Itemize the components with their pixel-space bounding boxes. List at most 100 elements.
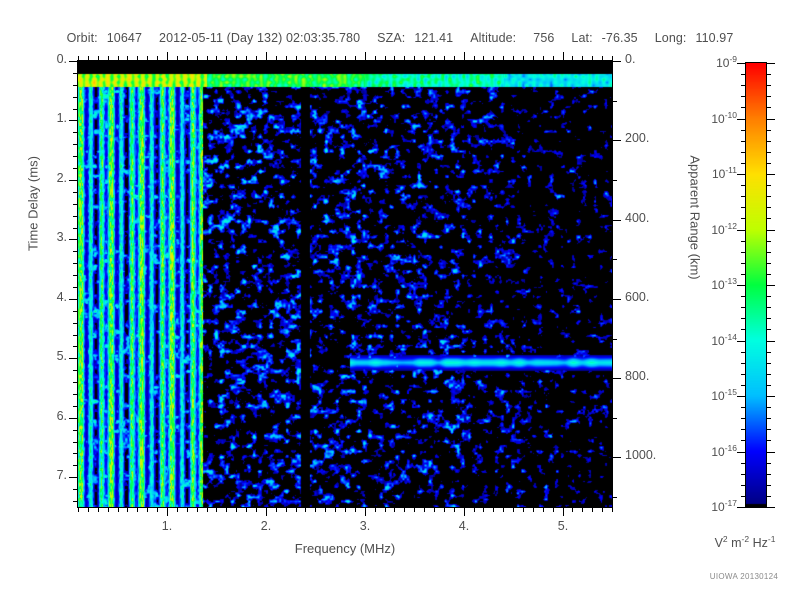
axis-tick xyxy=(73,501,78,502)
axis-tick xyxy=(73,335,78,336)
colorbar-tick xyxy=(737,174,746,175)
axis-tick xyxy=(127,56,128,61)
colorbar-tick xyxy=(741,463,746,464)
axis-tick xyxy=(73,394,78,395)
colorbar-tick xyxy=(766,496,771,497)
axis-tick xyxy=(296,507,297,512)
colorbar-tick xyxy=(766,174,775,175)
axis-tick xyxy=(157,507,158,512)
axis-tick xyxy=(73,346,78,347)
colorbar-tick xyxy=(766,474,771,475)
axis-tick-label: 5. xyxy=(56,349,67,363)
axis-tick xyxy=(612,259,617,260)
colorbar-tick xyxy=(741,352,746,353)
axis-tick xyxy=(73,192,78,193)
axis-tick-label: 3. xyxy=(359,519,371,533)
axis-tick xyxy=(118,56,119,61)
axis-tick xyxy=(73,73,78,74)
axis-tick xyxy=(69,120,78,121)
colorbar-tick xyxy=(766,374,771,375)
axis-tick xyxy=(612,140,621,141)
sza-value: 121.41 xyxy=(414,31,454,45)
axis-tick-label: 4. xyxy=(458,519,470,533)
axis-tick xyxy=(493,56,494,61)
axis-tick xyxy=(73,406,78,407)
axis-tick xyxy=(572,507,573,512)
colorbar-tick xyxy=(741,318,746,319)
colorbar-tick-label: 10-11 xyxy=(711,165,737,181)
axis-tick xyxy=(187,56,188,61)
axis-tick-label: 1. xyxy=(56,111,67,125)
lat-value: -76.35 xyxy=(601,31,638,45)
axis-tick xyxy=(355,56,356,61)
x-axis-title: Frequency (MHz) xyxy=(294,541,396,556)
axis-tick xyxy=(73,216,78,217)
colorbar-tick xyxy=(766,396,775,397)
colorbar-tick xyxy=(737,396,746,397)
colorbar-tick xyxy=(737,285,746,286)
axis-tick xyxy=(73,109,78,110)
axis-tick xyxy=(73,311,78,312)
axis-tick xyxy=(167,52,168,61)
axis-tick xyxy=(256,507,257,512)
colorbar-tick xyxy=(766,318,771,319)
axis-tick xyxy=(414,507,415,512)
axis-tick xyxy=(187,507,188,512)
axis-tick xyxy=(612,101,617,102)
axis-tick-label: 1000. xyxy=(625,448,657,462)
axis-tick xyxy=(612,180,617,181)
axis-tick xyxy=(375,507,376,512)
axis-tick xyxy=(434,507,435,512)
axis-tick xyxy=(177,56,178,61)
axis-tick xyxy=(73,251,78,252)
axis-tick xyxy=(355,507,356,512)
axis-tick xyxy=(108,507,109,512)
altitude-label: Altitude: xyxy=(470,31,517,45)
colorbar-tick xyxy=(741,96,746,97)
axis-tick xyxy=(73,204,78,205)
axis-tick-label: 6. xyxy=(56,409,67,423)
axis-tick xyxy=(602,56,603,61)
colorbar-tick xyxy=(766,341,775,342)
colorbar-tick xyxy=(766,285,775,286)
colorbar-tick xyxy=(766,85,771,86)
axis-tick xyxy=(73,370,78,371)
axis-tick xyxy=(503,507,504,512)
altitude-value: 756 xyxy=(533,31,555,45)
colorbar-tick xyxy=(766,74,771,75)
axis-tick xyxy=(582,507,583,512)
axis-tick-label: 3. xyxy=(56,230,67,244)
colorbar-tick xyxy=(766,440,771,441)
axis-tick xyxy=(88,507,89,512)
radargram-heatmap xyxy=(78,61,612,507)
axis-tick xyxy=(394,56,395,61)
radargram-plot-area xyxy=(77,60,613,508)
axis-tick xyxy=(513,56,514,61)
colorbar-tick-label: 10-12 xyxy=(711,221,737,237)
axis-tick-label: 400. xyxy=(625,211,650,225)
axis-tick xyxy=(474,56,475,61)
axis-tick xyxy=(315,507,316,512)
axis-tick xyxy=(73,132,78,133)
axis-tick xyxy=(69,61,78,62)
axis-tick xyxy=(226,56,227,61)
axis-tick xyxy=(612,339,617,340)
axis-tick-label: 2. xyxy=(260,519,272,533)
colorbar-tick xyxy=(766,429,771,430)
colorbar-tick xyxy=(741,485,746,486)
axis-tick xyxy=(612,220,621,221)
lat-label: Lat: xyxy=(571,31,593,45)
colorbar-tick xyxy=(741,107,746,108)
axis-tick xyxy=(207,507,208,512)
colorbar-tick xyxy=(766,218,771,219)
axis-tick xyxy=(73,489,78,490)
axis-tick xyxy=(444,507,445,512)
axis-tick xyxy=(474,507,475,512)
axis-tick xyxy=(276,507,277,512)
axis-tick xyxy=(612,299,621,300)
axis-tick xyxy=(157,56,158,61)
axis-tick xyxy=(592,56,593,61)
colorbar-tick-label: 10-13 xyxy=(711,276,737,292)
colorbar-tick xyxy=(741,385,746,386)
colorbar-tick xyxy=(766,107,771,108)
